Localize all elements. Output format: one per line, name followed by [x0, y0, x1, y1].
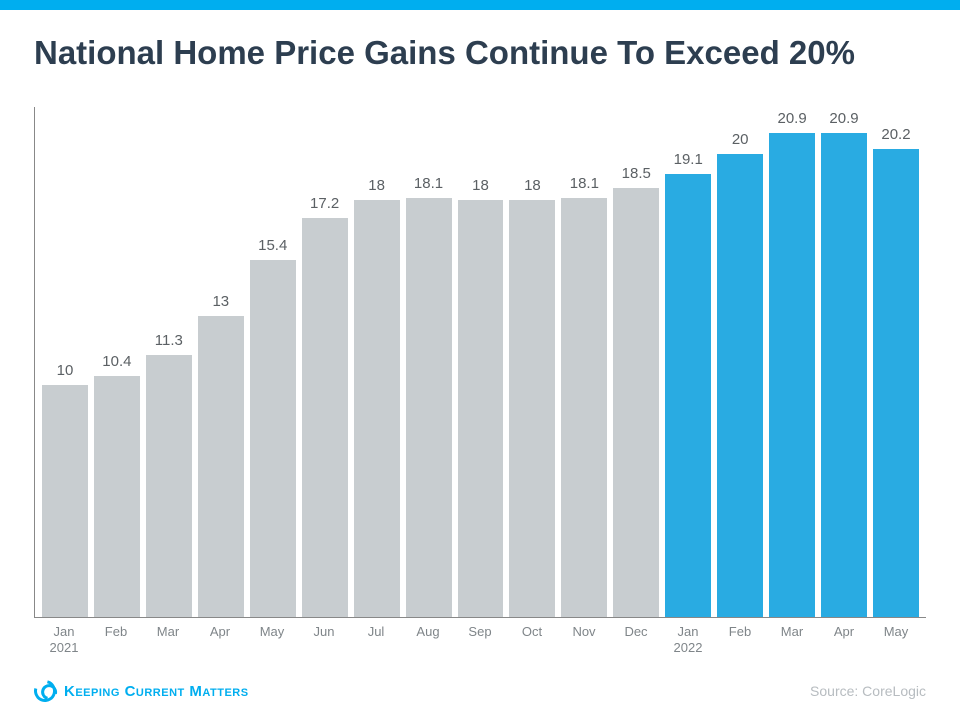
bar-value-label: 10 [57, 362, 74, 379]
x-axis-label: Jun [298, 624, 350, 657]
bar-column: 10.4 [91, 107, 143, 616]
x-axis-label: Mar [142, 624, 194, 657]
x-axis-label: May [246, 624, 298, 657]
bar-rect [302, 218, 348, 616]
brand-text: Keeping Current Matters [64, 683, 249, 700]
x-axis-label: Nov [558, 624, 610, 657]
plot-area: 10 10.4 11.3 13 15.4 17.2 18 18.1 18 18 18.1 18.5 19… [34, 107, 926, 617]
source-attribution: Source: CoreLogic [810, 683, 926, 699]
x-axis-label: Jan2021 [38, 624, 90, 657]
bar-column: 18.1 [558, 107, 610, 616]
bar-rect [665, 174, 711, 616]
footer: Keeping Current Matters Source: CoreLogi… [0, 666, 960, 720]
bar-value-label: 20 [732, 131, 749, 148]
bar-column: 18 [455, 107, 507, 616]
x-axis-label: May [870, 624, 922, 657]
bar-value-label: 18.1 [570, 175, 599, 192]
bar-column: 18 [351, 107, 403, 616]
x-axis-label: Mar [766, 624, 818, 657]
bar-value-label: 18 [472, 177, 489, 194]
bar-rect [821, 133, 867, 617]
x-axis-label: Dec [610, 624, 662, 657]
page: National Home Price Gains Continue To Ex… [0, 0, 960, 720]
bar-rect [613, 188, 659, 616]
bar-rect [458, 200, 504, 617]
bar-column: 20.9 [818, 107, 870, 616]
bar-rect [146, 355, 192, 617]
bar-rect [406, 198, 452, 617]
x-axis-label: Feb [90, 624, 142, 657]
x-axis-label: Aug [402, 624, 454, 657]
chart-title: National Home Price Gains Continue To Ex… [34, 32, 926, 73]
x-axis-label: Oct [506, 624, 558, 657]
bar-value-label: 20.2 [881, 126, 910, 143]
bar-column: 15.4 [247, 107, 299, 616]
bar-rect [561, 198, 607, 617]
bar-value-label: 17.2 [310, 195, 339, 212]
bar-value-label: 11.3 [155, 332, 183, 349]
bar-rect [717, 154, 763, 617]
x-axis-label: Jul [350, 624, 402, 657]
bar-value-label: 20.9 [829, 110, 858, 127]
bar-column: 20.9 [766, 107, 818, 616]
bar-rect [873, 149, 919, 617]
bar-rect [42, 385, 88, 616]
x-axis-label: Feb [714, 624, 766, 657]
x-axis: Jan2021FebMarAprMayJunJulAugSepOctNovDec… [34, 618, 926, 657]
bar-rect [250, 260, 296, 616]
bar-value-label: 18.1 [414, 175, 443, 192]
x-axis-label: Sep [454, 624, 506, 657]
brand-swirl-icon [30, 676, 60, 706]
brand: Keeping Current Matters [34, 680, 249, 702]
bar-value-label: 18.5 [622, 165, 651, 182]
bar-column: 18.5 [610, 107, 662, 616]
bar-value-label: 19.1 [674, 151, 703, 168]
bar-column: 18 [506, 107, 558, 616]
bar-value-label: 20.9 [777, 110, 806, 127]
bar-column: 17.2 [299, 107, 351, 616]
bar-rect [354, 200, 400, 617]
bar-chart: 10 10.4 11.3 13 15.4 17.2 18 18.1 18 18 18.1 18.5 19… [34, 107, 926, 656]
bar-value-label: 18 [524, 177, 541, 194]
bar-column: 19.1 [662, 107, 714, 616]
bar-value-label: 10.4 [102, 353, 131, 370]
bar-value-label: 18 [368, 177, 385, 194]
bar-column: 20.2 [870, 107, 922, 616]
bar-column: 10 [39, 107, 91, 616]
bar-rect [509, 200, 555, 617]
top-accent-bar [0, 0, 960, 10]
bar-rect [198, 316, 244, 617]
bars-container: 10 10.4 11.3 13 15.4 17.2 18 18.1 18 18 18.1 18.5 19… [35, 107, 926, 616]
x-axis-label: Apr [194, 624, 246, 657]
bar-column: 20 [714, 107, 766, 616]
bar-column: 13 [195, 107, 247, 616]
bar-column: 11.3 [143, 107, 195, 616]
bar-rect [769, 133, 815, 617]
bar-column: 18.1 [403, 107, 455, 616]
x-axis-label: Apr [818, 624, 870, 657]
content-area: National Home Price Gains Continue To Ex… [0, 10, 960, 666]
x-axis-label: Jan2022 [662, 624, 714, 657]
bar-value-label: 15.4 [258, 237, 287, 254]
bar-rect [94, 376, 140, 617]
bar-value-label: 13 [212, 293, 229, 310]
